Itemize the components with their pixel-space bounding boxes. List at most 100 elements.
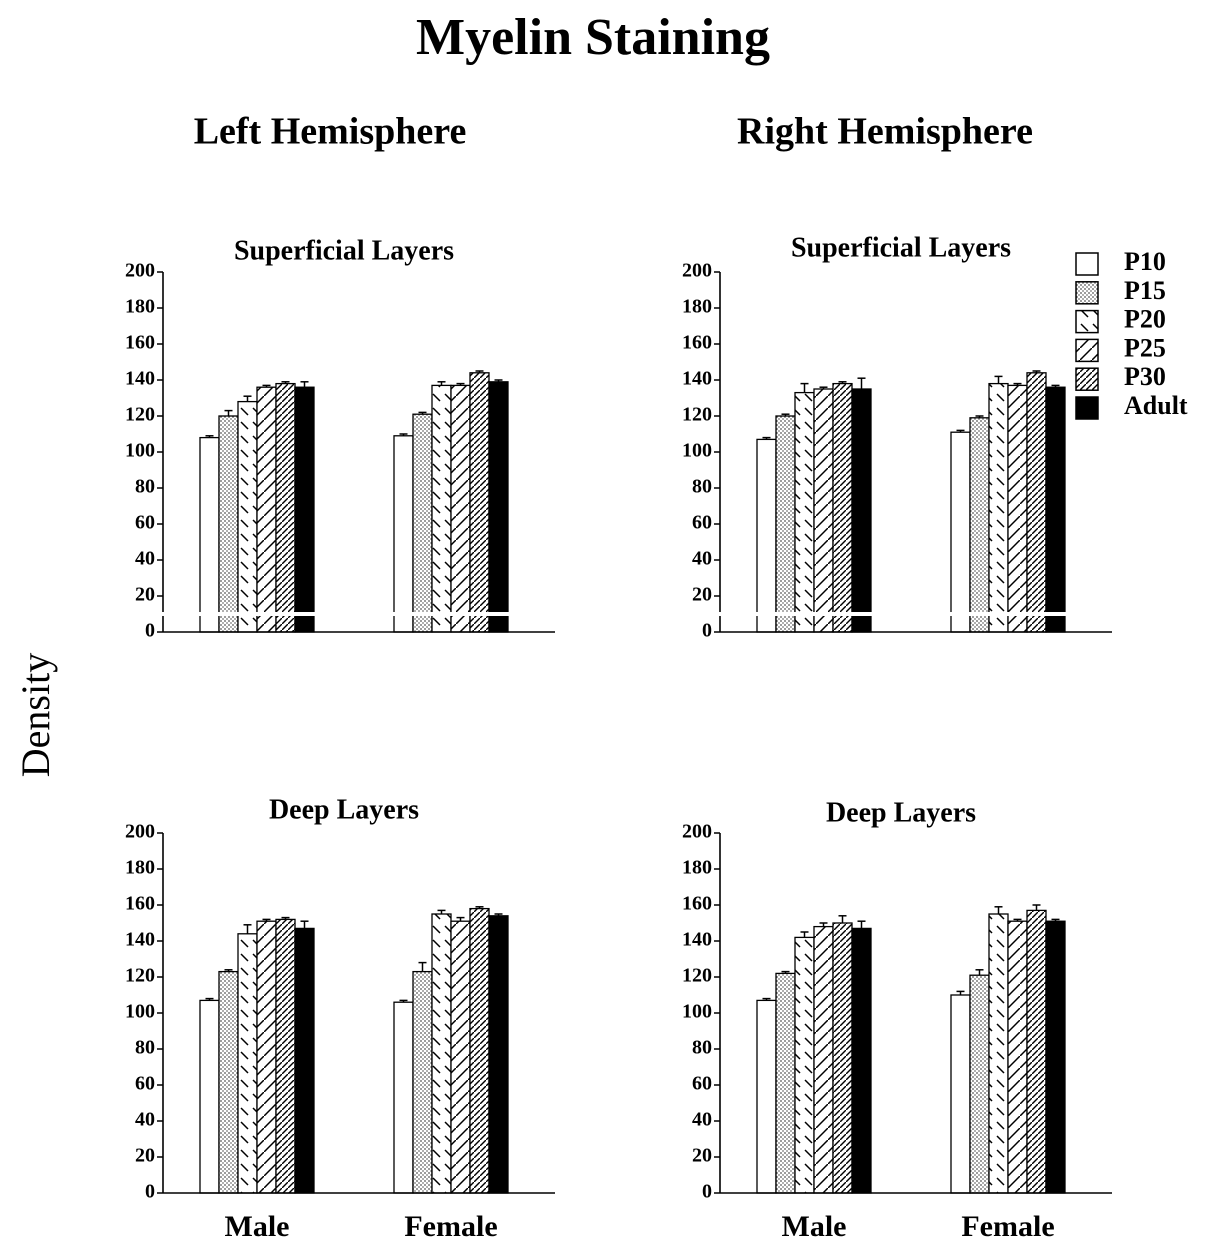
- axis-break: [718, 612, 1080, 616]
- bar: [1045, 386, 1066, 633]
- bar: [218, 415, 239, 633]
- bar: [199, 436, 220, 633]
- chart-title: Deep Layers: [269, 794, 419, 825]
- y-tick-label: 80: [135, 1037, 155, 1059]
- y-tick-label: 200: [125, 821, 155, 843]
- bar: [988, 382, 1009, 633]
- bar: [237, 400, 258, 633]
- y-tick-label: 160: [682, 893, 712, 915]
- bar: [412, 970, 433, 1194]
- y-tick-label: 140: [125, 368, 155, 390]
- y-tick-label: 100: [682, 1001, 712, 1023]
- chart-title: Deep Layers: [826, 797, 976, 828]
- legend-swatch: [1075, 281, 1099, 305]
- bar: [488, 381, 509, 633]
- axis-break: [161, 612, 523, 616]
- legend-swatch: [1075, 309, 1099, 334]
- y-tick-label: 180: [682, 857, 712, 879]
- bar: [775, 415, 796, 633]
- y-tick-label: 40: [692, 1109, 712, 1131]
- y-tick-label: 140: [682, 368, 712, 390]
- bar: [275, 918, 296, 1194]
- legend-label: P30: [1124, 362, 1166, 391]
- y-tick-label: 180: [125, 857, 155, 879]
- heading: Right Hemisphere: [737, 111, 1033, 153]
- bar: [969, 417, 990, 633]
- legend-label: P15: [1124, 276, 1166, 305]
- bar: [794, 936, 815, 1194]
- y-tick-label: 60: [692, 512, 712, 534]
- y-tick-label: 40: [135, 1109, 155, 1131]
- y-axis-label: Density: [13, 653, 58, 777]
- y-tick-label: 120: [682, 965, 712, 987]
- y-tick-label: 140: [682, 929, 712, 951]
- legend-label: P25: [1124, 333, 1166, 362]
- y-tick-label: 0: [145, 1181, 155, 1203]
- bar: [1026, 372, 1047, 633]
- bar: [950, 431, 971, 633]
- y-tick-label: 160: [682, 332, 712, 354]
- title: Myelin Staining: [416, 9, 770, 66]
- y-tick-label: 20: [135, 584, 155, 606]
- bar: [756, 999, 777, 1194]
- bar: [988, 913, 1009, 1194]
- bar: [832, 382, 853, 633]
- bar: [851, 388, 872, 633]
- bar: [431, 913, 452, 1194]
- y-tick-label: 100: [125, 440, 155, 462]
- x-tick-label: Male: [225, 1210, 290, 1243]
- y-tick-label: 0: [702, 1181, 712, 1203]
- bar: [1007, 920, 1028, 1194]
- x-tick-label: Female: [961, 1210, 1054, 1243]
- y-tick-label: 120: [125, 404, 155, 426]
- bar: [851, 927, 872, 1194]
- bar: [294, 927, 315, 1194]
- chart-title: Superficial Layers: [234, 235, 454, 266]
- y-tick-label: 40: [692, 548, 712, 570]
- y-tick-label: 140: [125, 929, 155, 951]
- bar: [775, 972, 796, 1194]
- bar: [412, 413, 433, 633]
- y-tick-label: 20: [692, 584, 712, 606]
- y-tick-label: 120: [125, 965, 155, 987]
- chart-title: Superficial Layers: [791, 232, 1011, 263]
- heading: Left Hemisphere: [194, 111, 467, 153]
- bar: [469, 372, 490, 633]
- legend-label: P10: [1124, 247, 1166, 276]
- bar: [393, 435, 414, 633]
- y-tick-label: 180: [125, 296, 155, 318]
- bar: [950, 994, 971, 1194]
- y-tick-label: 200: [125, 260, 155, 282]
- y-tick-label: 80: [692, 1037, 712, 1059]
- bar: [294, 386, 315, 633]
- bar: [393, 1001, 414, 1194]
- y-tick-label: 120: [682, 404, 712, 426]
- bar: [969, 974, 990, 1194]
- legend-swatch: [1075, 367, 1099, 391]
- y-tick-label: 180: [682, 296, 712, 318]
- x-tick-label: Female: [404, 1210, 497, 1243]
- y-tick-label: 20: [135, 1145, 155, 1167]
- y-tick-label: 200: [682, 260, 712, 282]
- bar: [1007, 384, 1028, 633]
- bar: [813, 388, 834, 633]
- y-tick-label: 100: [125, 1001, 155, 1023]
- y-tick-label: 60: [692, 1073, 712, 1095]
- y-tick-label: 100: [682, 440, 712, 462]
- bar: [756, 438, 777, 633]
- bar: [256, 386, 277, 633]
- bar: [1045, 920, 1066, 1194]
- legend-swatch: [1075, 252, 1099, 276]
- bar: [450, 920, 471, 1194]
- y-tick-label: 0: [145, 620, 155, 642]
- y-tick-label: 80: [135, 476, 155, 498]
- legend-swatch: [1075, 338, 1099, 363]
- bar: [256, 920, 277, 1194]
- bar: [794, 391, 815, 633]
- bar: [1026, 909, 1047, 1194]
- legend-swatch: [1075, 396, 1099, 420]
- y-tick-label: 60: [135, 1073, 155, 1095]
- y-tick-label: 60: [135, 512, 155, 534]
- bar: [488, 915, 509, 1194]
